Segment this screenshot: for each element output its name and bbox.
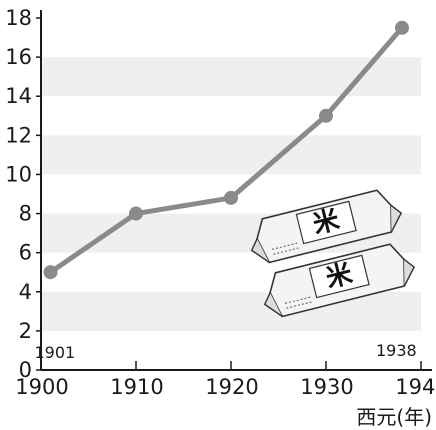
- y-tick-label: 14: [5, 84, 32, 108]
- x-tick-label: 1930: [300, 375, 353, 399]
- y-tick-label: 4: [19, 280, 32, 304]
- x-tick-label: 1940: [395, 375, 436, 399]
- grid-band: [41, 292, 421, 331]
- x-tick-label: 1900: [15, 375, 68, 399]
- annotation-start-year: 1901: [35, 343, 76, 362]
- data-point: [224, 191, 238, 205]
- y-tick-label: 2: [19, 319, 32, 343]
- x-tick-label: 1910: [110, 375, 163, 399]
- y-tick-label: 18: [5, 6, 32, 30]
- y-tick-label: 16: [5, 45, 32, 69]
- data-point: [129, 207, 143, 221]
- annotation-end-year: 1938: [376, 341, 417, 360]
- y-tick-label: 8: [19, 202, 32, 226]
- grid-band: [41, 57, 421, 96]
- data-point: [319, 109, 333, 123]
- data-point: [44, 265, 58, 279]
- x-axis-label: 西元(年): [356, 405, 432, 429]
- y-tick-label: 12: [5, 123, 32, 147]
- y-tick-label: 10: [5, 162, 32, 186]
- y-tick-label: 6: [19, 241, 32, 265]
- x-tick-label: 1920: [205, 375, 258, 399]
- x-tick-labels: 1900 1910 1920 1930 1940: [15, 375, 436, 399]
- data-point: [395, 21, 409, 35]
- grid-band: [41, 135, 421, 174]
